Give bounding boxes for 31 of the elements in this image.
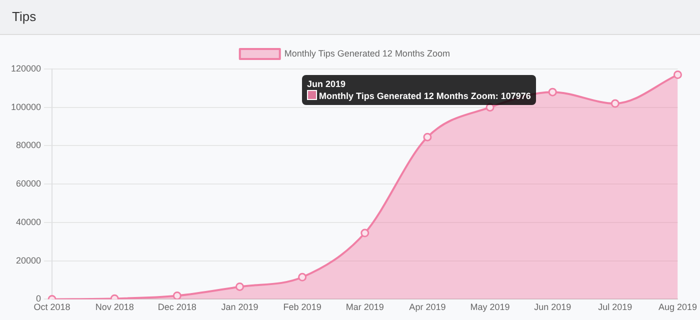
x-tick-label: Jan 2019	[221, 302, 258, 312]
x-tick-label: Oct 2018	[34, 302, 70, 312]
x-tick-label: Feb 2019	[283, 302, 322, 312]
x-tick-label: Apr 2019	[409, 302, 446, 312]
y-tick-label: 40000	[16, 216, 42, 227]
annotation: Jun 2019	[307, 79, 346, 89]
y-tick-label: 100000	[10, 102, 42, 112]
point	[673, 70, 682, 80]
x-tick-label: Aug 2019	[658, 302, 698, 312]
point	[548, 88, 557, 96]
y-tick-label: 80000	[16, 140, 42, 150]
point	[360, 228, 370, 238]
x-tick-label: Jun 2019	[534, 302, 572, 312]
y-tick-label: 0	[36, 294, 42, 304]
point	[423, 132, 432, 142]
y-tick-label: 120000	[10, 63, 42, 74]
point	[172, 291, 182, 300]
y-tick-label: 20000	[16, 255, 42, 266]
annotation: Monthly Tips Generated 12 Months Zoom: 107976	[319, 91, 531, 101]
chart-title: Tips	[0, 0, 700, 35]
legend-label: Monthly Tips Generated 12 Months Zoom	[284, 48, 450, 58]
y-tick-label: 60000	[16, 178, 42, 189]
tooltip: Jun 2019 Monthly Tips Generated 12 Months Zoom: 107976	[302, 75, 536, 105]
x-tick-label: Nov 2018	[95, 302, 134, 312]
x-tick-label: Dec 2018	[158, 302, 196, 312]
x-tick-label: Jul 2019	[598, 302, 632, 312]
x-tick-label: Mar 2019	[346, 302, 384, 312]
point	[298, 272, 307, 282]
point	[235, 282, 244, 291]
x-tick-label: May 2019	[470, 302, 510, 312]
point	[610, 99, 620, 108]
